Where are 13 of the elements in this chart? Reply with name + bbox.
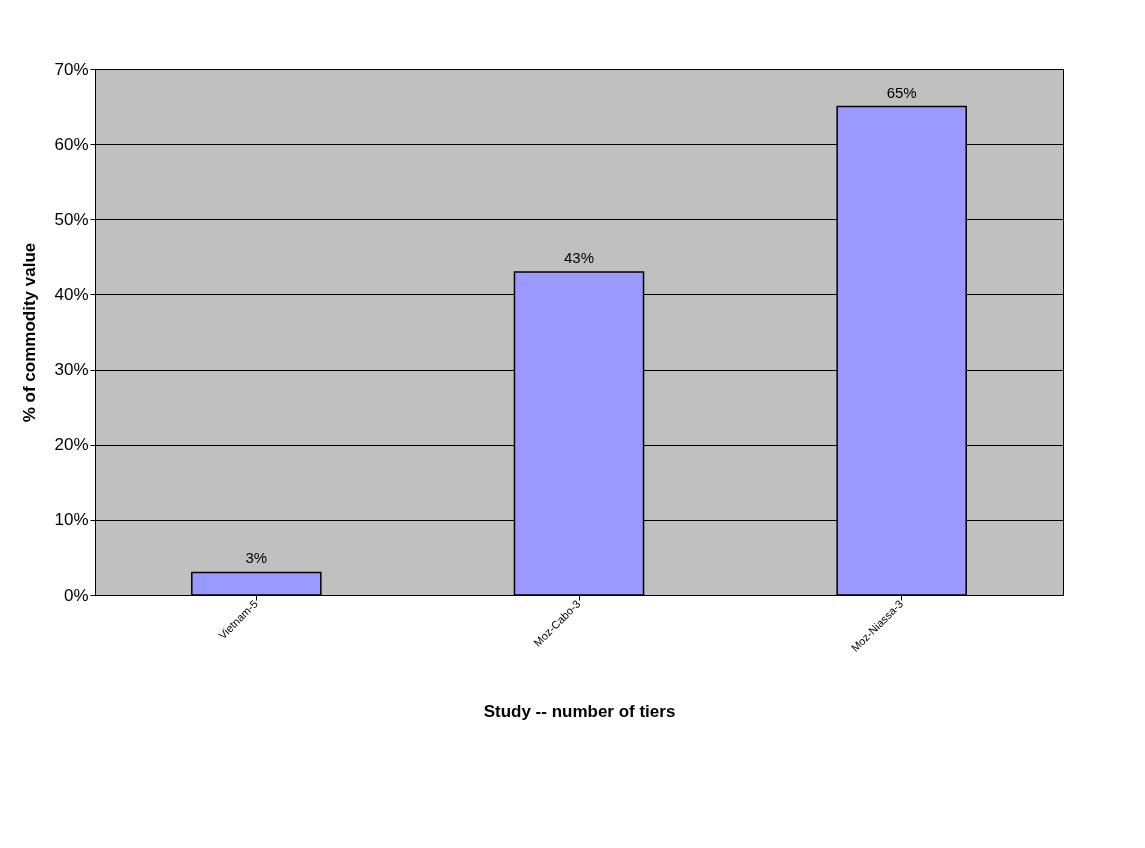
y-axis-title: % of commodity value bbox=[20, 242, 40, 423]
y-tick-label: 50% bbox=[54, 209, 89, 229]
y-tick-label: 30% bbox=[54, 360, 89, 380]
y-tick-label: 60% bbox=[54, 134, 89, 154]
y-tick-label: 40% bbox=[54, 284, 89, 304]
y-tick-label: 10% bbox=[54, 510, 89, 530]
y-tick-label: 70% bbox=[54, 59, 89, 79]
y-tick-label: 20% bbox=[54, 435, 89, 455]
data-label: 43% bbox=[563, 248, 595, 266]
y-tick-label: 0% bbox=[63, 585, 89, 605]
data-label: 65% bbox=[886, 83, 917, 101]
x-axis-title: Study -- number of tiers bbox=[483, 702, 676, 722]
data-label: 3% bbox=[245, 549, 268, 567]
